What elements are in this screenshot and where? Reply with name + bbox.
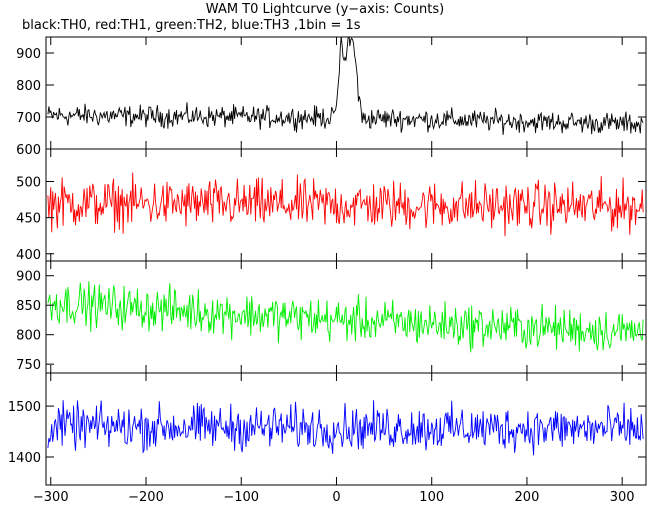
y-tick-label: 700: [16, 111, 41, 126]
panel-frame-th0: [45, 36, 647, 150]
series-line-th3: [47, 400, 644, 456]
y-tick-label: 600: [16, 143, 41, 158]
y-tick-label: 800: [16, 79, 41, 94]
y-tick-label: 850: [16, 299, 41, 314]
y-tick-label: 500: [16, 176, 41, 191]
y-tick-label: 900: [16, 270, 41, 285]
x-tick-label: 200: [515, 490, 540, 505]
y-tick-label: 900: [16, 47, 41, 62]
y-tick-label: 1500: [8, 400, 41, 415]
y-tick-label: 800: [16, 329, 41, 344]
series-line-th2: [47, 281, 644, 353]
chart-title: WAM T0 Lightcurve (y−axis: Counts): [205, 2, 445, 17]
y-tick-label: 400: [16, 248, 41, 263]
y-tick-label: 1400: [8, 451, 41, 466]
panel-frame-th3: [45, 372, 647, 486]
series-line-th0: [47, 37, 644, 135]
x-tick-label: −300: [33, 490, 69, 505]
x-tick-label: 100: [419, 490, 444, 505]
series-line-th1: [47, 172, 644, 237]
y-tick-label: 450: [16, 212, 41, 227]
y-tick-label: 750: [16, 358, 41, 373]
x-tick-label: 300: [610, 490, 635, 505]
x-tick-label: −100: [223, 490, 259, 505]
chart-subtitle: black:TH0, red:TH1, green:TH2, blue:TH3 …: [22, 18, 361, 33]
x-tick-label: −200: [128, 490, 164, 505]
x-tick-label: 0: [332, 490, 340, 505]
